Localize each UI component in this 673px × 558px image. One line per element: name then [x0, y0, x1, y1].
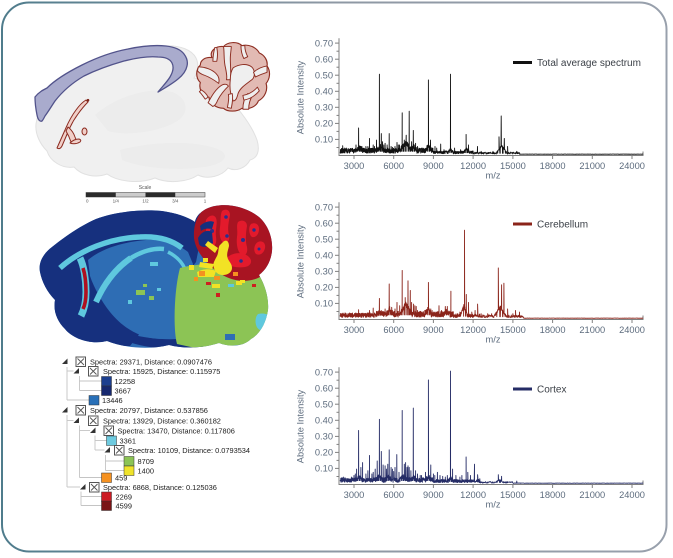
- svg-text:24000: 24000: [619, 325, 645, 335]
- svg-text:12000: 12000: [460, 161, 486, 171]
- svg-text:0.30: 0.30: [315, 103, 333, 113]
- svg-text:15000: 15000: [500, 161, 526, 171]
- svg-text:Cortex: Cortex: [537, 385, 566, 396]
- svg-text:2269: 2269: [116, 492, 132, 501]
- svg-text:12258: 12258: [115, 377, 136, 386]
- svg-text:3000: 3000: [344, 161, 365, 171]
- svg-text:Spectra: 20797, Distance: 0.53: Spectra: 20797, Distance: 0.537856: [90, 406, 208, 415]
- svg-text:4599: 4599: [116, 501, 132, 510]
- svg-text:1/4: 1/4: [113, 199, 120, 204]
- svg-text:Spectra: 13470, Distance: 0.11: Spectra: 13470, Distance: 0.117806: [118, 426, 235, 435]
- svg-text:3667: 3667: [115, 386, 131, 395]
- svg-text:6000: 6000: [383, 490, 404, 500]
- svg-text:0.60: 0.60: [315, 218, 333, 228]
- svg-text:3000: 3000: [344, 325, 365, 335]
- svg-text:Spectra: 6868, Distance: 0.125: Spectra: 6868, Distance: 0.125036: [103, 483, 217, 492]
- svg-text:12000: 12000: [460, 325, 486, 335]
- svg-text:Scale: Scale: [139, 185, 152, 191]
- svg-text:6000: 6000: [383, 325, 404, 335]
- svg-text:3/4: 3/4: [172, 199, 179, 204]
- svg-text:15000: 15000: [500, 325, 526, 335]
- svg-text:0.50: 0.50: [315, 399, 333, 409]
- svg-text:24000: 24000: [619, 161, 645, 171]
- svg-text:0.20: 0.20: [315, 448, 333, 458]
- svg-text:0.40: 0.40: [315, 87, 333, 97]
- svg-text:0.60: 0.60: [315, 54, 333, 64]
- svg-text:0.70: 0.70: [315, 367, 333, 377]
- svg-text:1400: 1400: [138, 466, 154, 475]
- svg-text:0.20: 0.20: [315, 283, 333, 293]
- svg-text:0.70: 0.70: [315, 38, 333, 48]
- svg-text:0.30: 0.30: [315, 267, 333, 277]
- svg-text:18000: 18000: [540, 490, 566, 500]
- svg-text:0.40: 0.40: [315, 416, 333, 426]
- svg-text:0.60: 0.60: [315, 383, 333, 393]
- svg-text:0: 0: [86, 199, 89, 204]
- svg-text:0.10: 0.10: [315, 135, 333, 145]
- svg-text:1: 1: [204, 199, 207, 204]
- svg-text:9000: 9000: [423, 325, 444, 335]
- svg-text:m/z: m/z: [486, 335, 501, 345]
- svg-text:Spectra: 10109, Distance: 0.07: Spectra: 10109, Distance: 0.0793534: [128, 446, 250, 455]
- svg-text:6000: 6000: [383, 161, 404, 171]
- svg-text:8709: 8709: [138, 457, 154, 466]
- svg-text:0.10: 0.10: [315, 299, 333, 309]
- svg-text:0.50: 0.50: [315, 71, 333, 81]
- svg-text:459: 459: [115, 473, 127, 482]
- svg-text:Absolute Intensity: Absolute Intensity: [296, 389, 306, 463]
- svg-text:0.20: 0.20: [315, 119, 333, 129]
- svg-text:0.50: 0.50: [315, 234, 333, 244]
- svg-text:Cerebellum: Cerebellum: [537, 220, 588, 231]
- svg-text:0.30: 0.30: [315, 432, 333, 442]
- svg-text:0.10: 0.10: [315, 464, 333, 474]
- svg-text:18000: 18000: [540, 161, 566, 171]
- svg-text:24000: 24000: [619, 490, 645, 500]
- svg-text:Total average spectrum: Total average spectrum: [537, 58, 641, 69]
- svg-text:21000: 21000: [579, 161, 605, 171]
- svg-text:13446: 13446: [102, 396, 123, 405]
- svg-text:Spectra: 15925, Distance: 0.11: Spectra: 15925, Distance: 0.115975: [103, 367, 220, 376]
- svg-text:21000: 21000: [579, 490, 605, 500]
- svg-text:1/2: 1/2: [142, 199, 149, 204]
- svg-text:3000: 3000: [344, 490, 365, 500]
- svg-text:18000: 18000: [540, 325, 566, 335]
- svg-text:15000: 15000: [500, 490, 526, 500]
- svg-text:Absolute Intensity: Absolute Intensity: [296, 60, 306, 134]
- svg-text:21000: 21000: [579, 325, 605, 335]
- svg-text:9000: 9000: [423, 161, 444, 171]
- svg-text:3361: 3361: [120, 436, 136, 445]
- svg-text:12000: 12000: [460, 490, 486, 500]
- svg-text:m/z: m/z: [486, 500, 501, 510]
- svg-text:m/z: m/z: [486, 171, 501, 181]
- svg-text:9000: 9000: [423, 490, 444, 500]
- svg-text:0.70: 0.70: [315, 202, 333, 212]
- svg-text:Spectra: 29371, Distance: 0.09: Spectra: 29371, Distance: 0.0907476: [90, 357, 212, 366]
- svg-text:Absolute Intensity: Absolute Intensity: [296, 224, 306, 298]
- svg-text:0.40: 0.40: [315, 251, 333, 261]
- svg-text:Spectra: 13929, Distance: 0.36: Spectra: 13929, Distance: 0.360182: [103, 416, 221, 425]
